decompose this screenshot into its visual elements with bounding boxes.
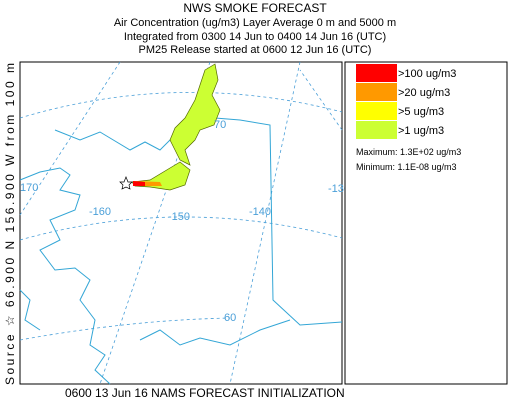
map-frame [19, 61, 343, 385]
legend-label: >1 ug/m3 [398, 125, 444, 137]
smoke-plume [119, 63, 221, 191]
title: NWS SMOKE FORECAST [183, 1, 327, 15]
legend-swatch [356, 121, 397, 139]
subtitle: Integrated from 0300 14 Jun to 0400 14 J… [124, 31, 386, 43]
subtitle: Air Concentration (ug/m3) Layer Average … [114, 17, 396, 29]
grid-label: -150 [168, 211, 190, 223]
legend-swatch [356, 102, 397, 120]
source-star [119, 176, 133, 190]
legend: >100 ug/m3 >20 ug/m3 >5 ug/m3 >1 ug/m3 [356, 64, 456, 139]
legend-swatch [356, 64, 397, 82]
grid-label: -140 [249, 206, 271, 218]
legend-minimum: Minimum: 1.1E-08 ug/m3 [356, 162, 457, 172]
grid-label: 170 [20, 182, 38, 194]
legend-label: >20 ug/m3 [398, 87, 450, 99]
legend-label: >5 ug/m3 [398, 106, 444, 118]
legend-maximum: Maximum: 1.3E+02 ug/m3 [356, 147, 461, 157]
footer: 0600 13 Jun 16 NAMS FORECAST INITIALIZAT… [65, 386, 345, 400]
subtitle: PM25 Release started at 0600 12 Jun 16 (… [139, 44, 372, 56]
legend-label: >100 ug/m3 [398, 68, 456, 80]
grid-label: 70 [214, 119, 226, 131]
grid-label: 60 [224, 312, 236, 324]
source-label: Source ☆ 66.900 N 156.900 W from 100 m [3, 63, 17, 385]
smoke-red [133, 181, 145, 186]
legend-swatch [356, 83, 397, 101]
grid-label: -160 [89, 206, 111, 218]
